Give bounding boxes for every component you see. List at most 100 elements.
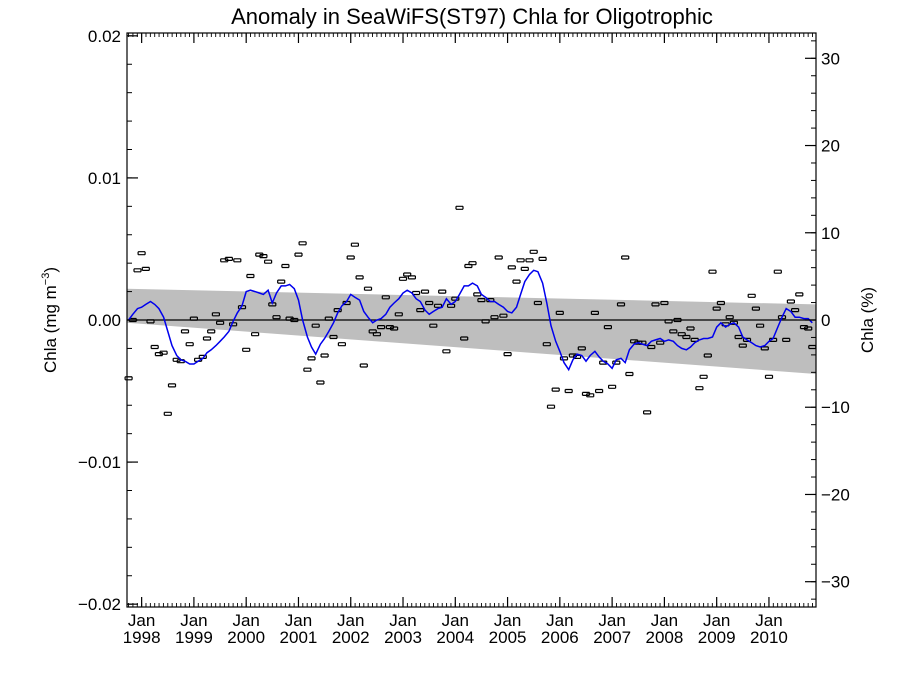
anomaly-point [311,323,320,328]
x-tick-label-month: Jan [285,611,312,630]
anomaly-point [163,411,172,416]
x-tick-label-month: Jan [755,611,782,630]
anomaly-point [738,343,747,348]
anomaly-point [686,326,695,331]
anomaly-point [460,336,469,341]
anomaly-point [581,391,591,396]
left-tick-label: 0.02 [88,27,121,46]
anomaly-point [520,266,529,271]
anomaly-point [555,310,564,315]
anomaly-point [695,386,704,391]
anomaly-point [180,329,190,334]
anomaly-point [246,273,255,279]
x-tick-label-year: 2005 [489,628,527,647]
anomaly-point [708,269,717,274]
anomaly-point [564,388,573,394]
right-tick-label: 10 [821,224,840,243]
anomaly-point [616,302,626,307]
anomaly-point [137,251,146,256]
right-tick-label: −10 [821,398,850,417]
x-tick-label-year: 2007 [593,628,631,647]
anomaly-point [355,275,364,280]
anomaly-point [773,269,782,274]
anomaly-point [782,337,791,342]
x-tick-label-month: Jan [651,611,678,630]
left-tick-label: 0.01 [88,169,121,188]
anomaly-point [595,388,604,394]
x-tick-label-year: 2009 [698,628,736,647]
anomaly-point [420,289,430,294]
anomaly-point [533,300,542,306]
anomaly-point [372,332,381,337]
anomaly-point [490,315,499,320]
anomaly-point [433,303,443,308]
anomaly-point [281,263,290,269]
anomaly-point [416,308,425,313]
y-axis-label-right: Chla (%) [858,287,877,353]
anomaly-point [290,317,299,323]
anomaly-point [795,292,804,297]
anomaly-point [586,393,595,398]
x-tick-label-month: Jan [128,611,155,630]
anomaly-point [294,252,303,257]
anomaly-point [742,337,752,342]
anomaly-point [189,316,198,321]
x-tick-label-month: Jan [442,611,469,630]
anomaly-point [477,298,486,303]
anomaly-point [630,339,639,344]
trend-band [127,288,816,374]
anomaly-point [808,344,817,350]
anomaly-point [429,323,438,328]
anomaly-point [233,258,242,263]
anomaly-point [608,384,617,389]
anomaly-point [664,319,673,324]
anomaly-point [329,334,338,340]
x-tick-label-year: 2006 [541,628,579,647]
left-tick-label: 0.00 [88,311,121,330]
left-tick-label: −0.01 [78,453,121,472]
x-tick-label-year: 1999 [175,628,213,647]
anomaly-point [729,320,738,325]
anomaly-point [677,332,686,337]
smoothed-anomaly-line [127,269,813,372]
anomaly-point [703,353,712,358]
anomaly-point [185,342,194,347]
anomaly-point [337,342,346,347]
anomaly-point [224,256,233,261]
anomaly-point [146,319,155,324]
anomaly-point [529,249,538,254]
anomaly-point [577,346,586,351]
anomaly-point [516,258,525,263]
anomaly-point [442,349,451,354]
anomaly-point [525,258,534,263]
right-tick-label: 0 [821,311,830,330]
anomaly-point [272,315,281,320]
chart-title: Anomaly in SeaWiFS(ST97) Chla for Oligot… [231,4,713,29]
anomaly-point [251,332,260,337]
y-axis-label-left-sup: −3 [40,273,52,286]
x-tick-label-year: 2002 [332,628,370,647]
anomaly-point [682,334,691,340]
x-tick-label-year: 2001 [280,628,318,647]
anomaly-point [259,254,268,259]
anomaly-point [712,306,721,311]
anomaly-points [124,205,817,416]
anomaly-point [791,308,800,313]
x-tick-label-month: Jan [337,611,364,630]
anomaly-point [377,325,386,330]
anomaly-point [621,255,630,260]
anomaly-point [656,340,665,345]
anomaly-point [277,279,286,284]
anomaly-point [412,290,421,296]
anomaly-point [133,268,142,273]
anomaly-point [551,387,560,392]
anomaly-point [363,286,373,291]
anomaly-point [398,276,408,281]
x-tick-label-year: 2004 [436,628,474,647]
x-tick-label-month: Jan [546,611,573,630]
anomaly-point [316,380,325,385]
anomaly-point [298,241,307,246]
anomaly-point [381,295,390,300]
anomaly-point [503,352,512,357]
